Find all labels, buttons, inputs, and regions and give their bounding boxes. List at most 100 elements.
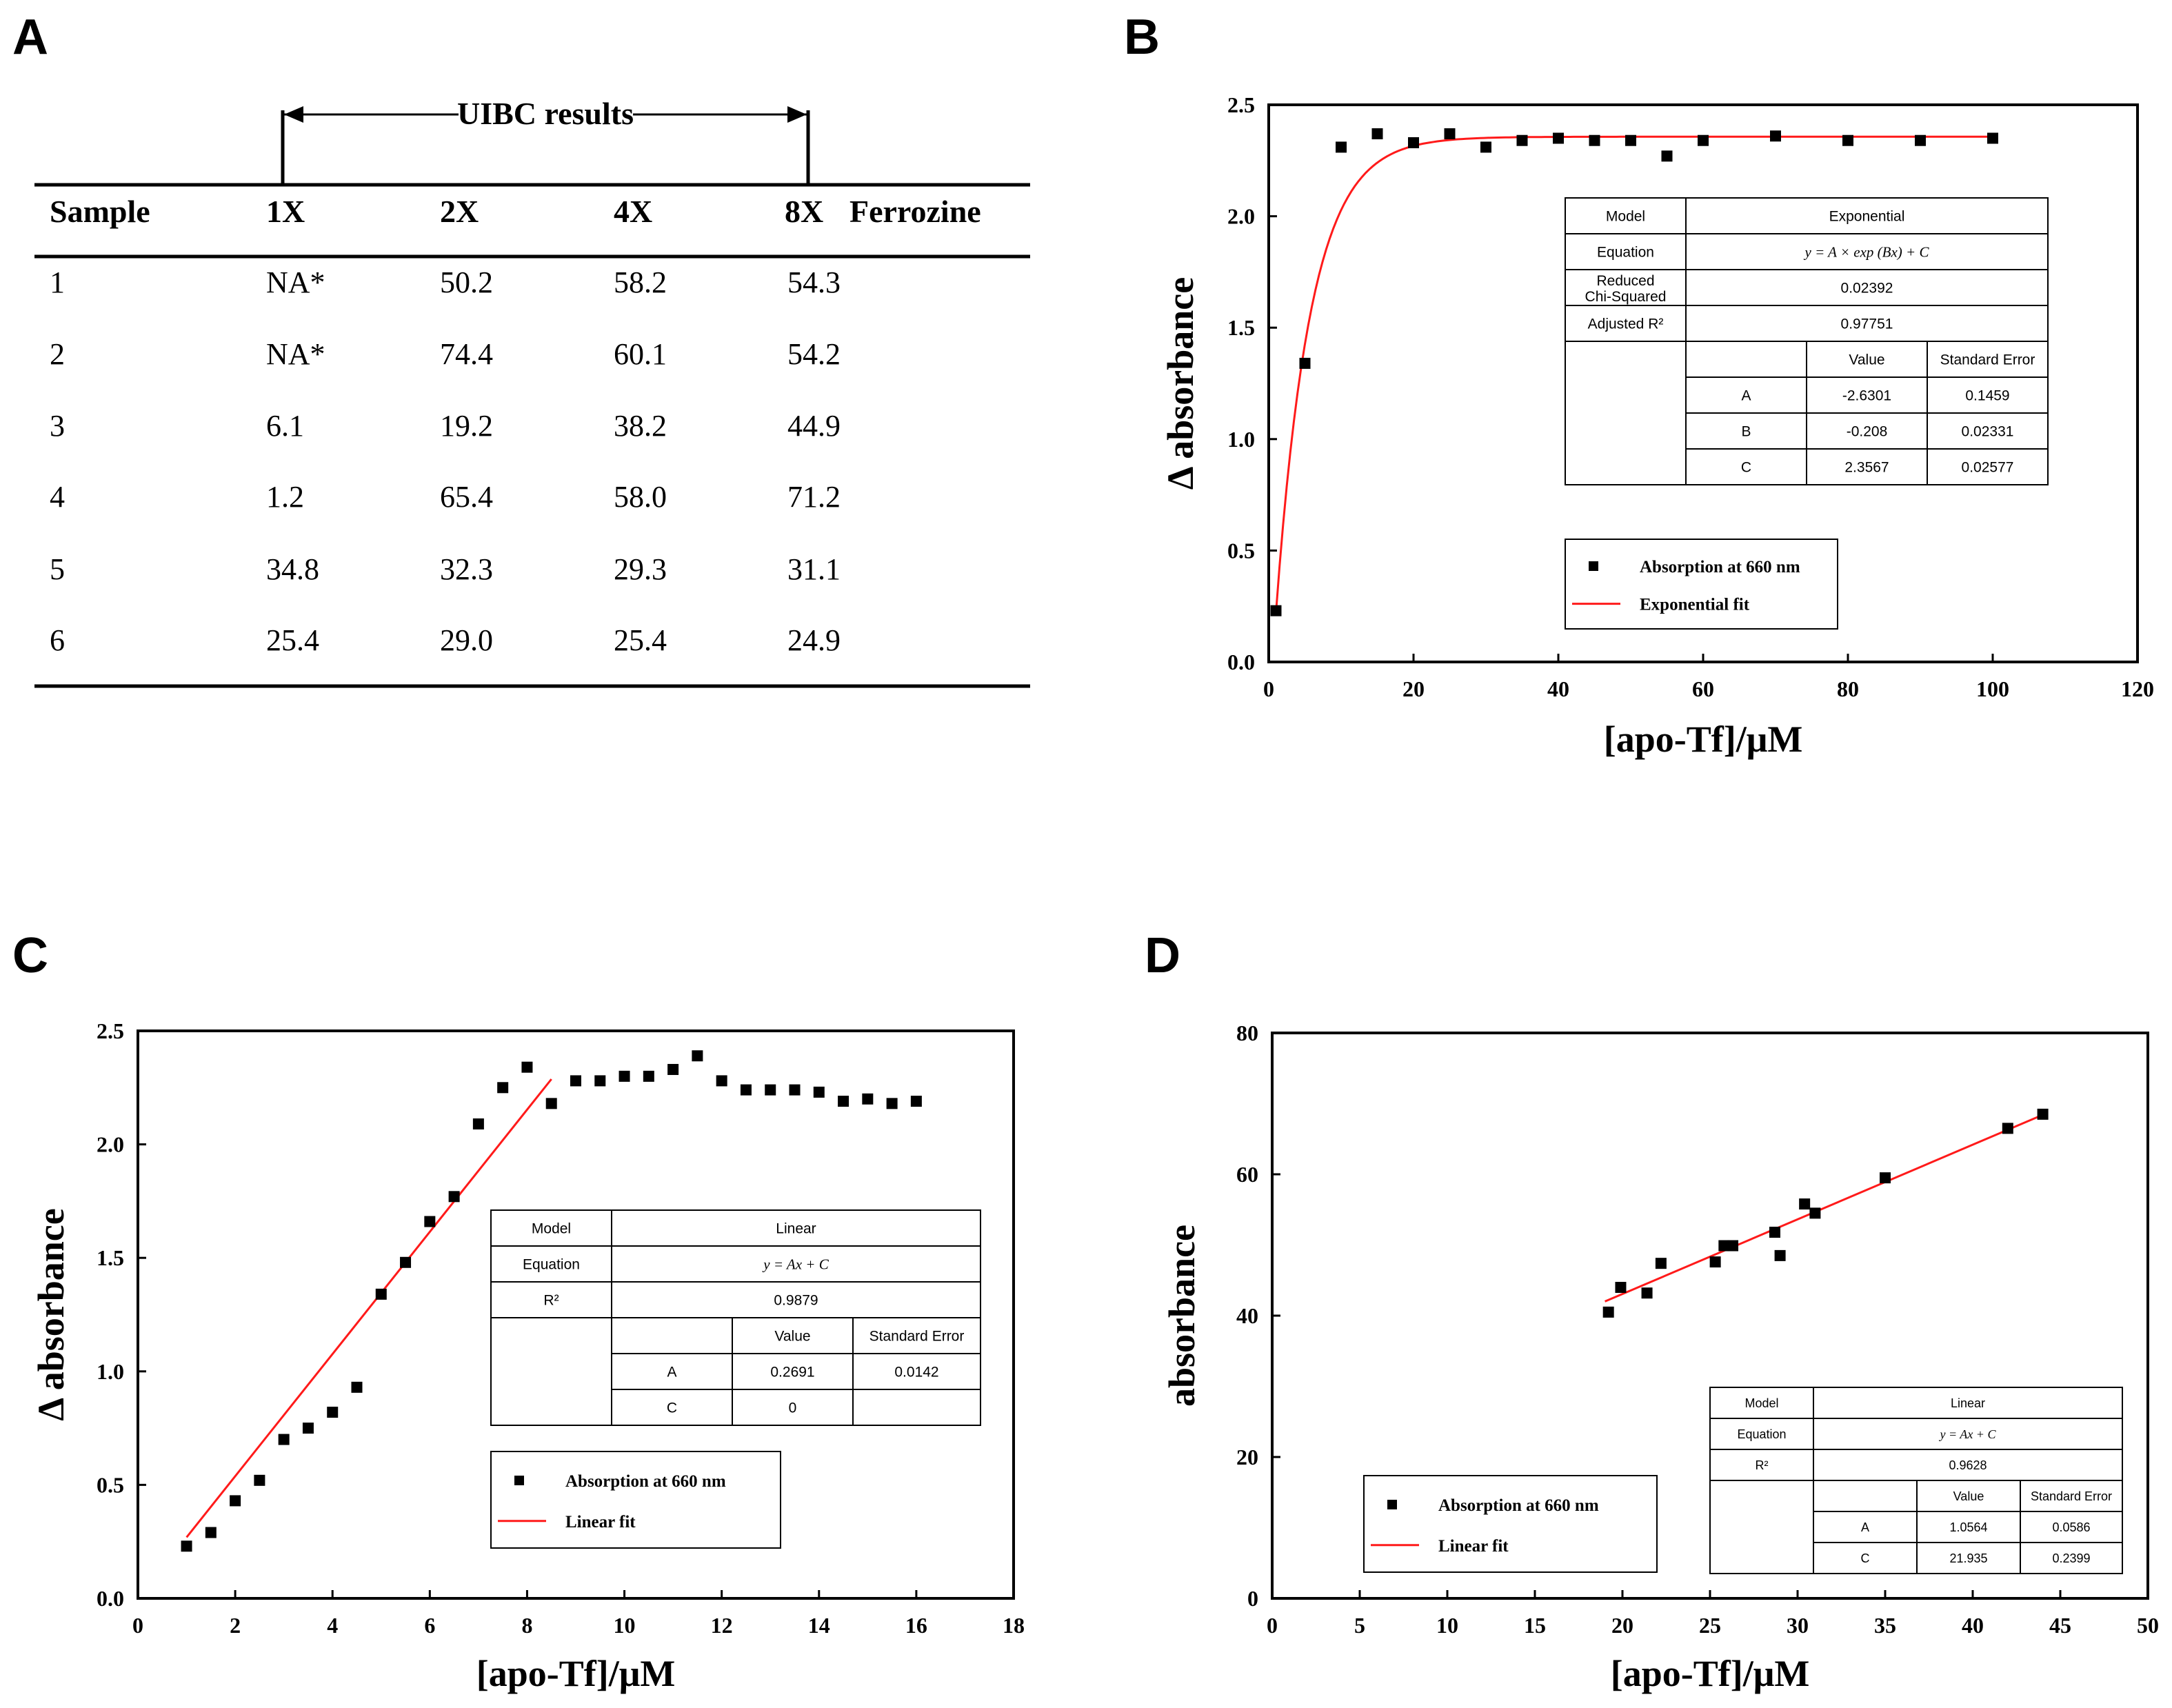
legend-label-scatter: Absorption at 660 nm: [1640, 558, 1800, 576]
stats-param-error: 0.1459: [1965, 388, 2009, 403]
table-cell: 3: [50, 409, 65, 443]
stats-label: Model: [1744, 1396, 1778, 1410]
table-header-sample: Sample: [50, 194, 150, 229]
table-cell: 38.2: [614, 409, 667, 443]
stats-param-name: A: [667, 1364, 676, 1380]
legend: Absorption at 660 nm Linear fit: [490, 1451, 781, 1549]
data-point: [813, 1086, 825, 1098]
x-tick-label: 120: [2121, 676, 2154, 701]
data-point: [2037, 1108, 2049, 1120]
data-point: [1444, 128, 1456, 140]
stats-param-value: 1.0564: [1949, 1520, 1987, 1534]
table-row: 1 NA* 50.2 58.2 54.3: [50, 265, 841, 299]
stats-value: 0.02392: [1841, 280, 1893, 296]
table-cell: 50.2: [440, 265, 493, 299]
stats-value: y = Ax + C: [762, 1256, 829, 1272]
data-point: [838, 1096, 849, 1107]
data-point: [1709, 1256, 1721, 1268]
uibc-arrowhead-left: [284, 106, 303, 123]
table-cell: 31.1: [787, 552, 841, 586]
stats-value: 0.9628: [1949, 1458, 1987, 1472]
table-cell: 29.3: [614, 552, 667, 586]
data-point: [1842, 134, 1853, 146]
data-point: [862, 1093, 874, 1105]
data-point: [1809, 1207, 1821, 1219]
table-cell: 4: [50, 480, 65, 514]
data-point: [2002, 1123, 2013, 1134]
stats-param-header: Value: [1849, 352, 1884, 368]
x-tick-label: 14: [808, 1613, 830, 1638]
stats-label: Equation: [523, 1256, 580, 1272]
stats-param-header: Value: [774, 1328, 810, 1344]
stats-param-header: Value: [1953, 1489, 1984, 1503]
stats-param-value: -2.6301: [1842, 388, 1891, 403]
legend-marker-square: [1589, 561, 1598, 571]
legend-box: [490, 1451, 781, 1549]
data-point: [1553, 132, 1564, 144]
data-point: [1655, 1258, 1667, 1269]
legend-label-scatter: Absorption at 660 nm: [565, 1472, 726, 1491]
legend-marker-square: [1387, 1500, 1397, 1509]
x-axis-label: [apo-Tf]/μM: [1611, 1653, 1810, 1694]
stats-label: Equation: [1737, 1427, 1786, 1441]
data-point: [1718, 1240, 1730, 1252]
stats-label: Adjusted R²: [1588, 316, 1664, 332]
data-point: [497, 1082, 509, 1094]
data-point: [302, 1423, 314, 1434]
data-point: [1770, 130, 1781, 142]
stats-value: Linear: [1951, 1396, 1985, 1410]
y-tick-label: 1.0: [1227, 427, 1255, 452]
stats-param-name: C: [1861, 1551, 1870, 1565]
data-point: [667, 1063, 679, 1075]
stats-label: R²: [1756, 1458, 1769, 1472]
table-cell: 6: [50, 623, 65, 657]
stats-param-name: A: [1741, 388, 1751, 403]
panel-c-letter: C: [12, 928, 48, 983]
table-row: 4 1.2 65.4 58.0 71.2: [50, 480, 841, 514]
table-cell: NA*: [266, 265, 325, 299]
data-point: [1270, 605, 1282, 616]
x-axis-label: [apo-Tf]/μM: [1604, 719, 1803, 760]
stats-param-header: Standard Error: [1940, 352, 2035, 368]
stats-param-error: 0.0142: [894, 1364, 938, 1380]
panel-b-letter: B: [1124, 10, 1160, 65]
data-point: [351, 1381, 363, 1393]
x-tick-label: 40: [1547, 676, 1569, 701]
y-tick-label: 60: [1236, 1162, 1258, 1187]
x-axis-label: [apo-Tf]/μM: [476, 1653, 676, 1694]
stats-param-error: 0.02577: [1962, 459, 2014, 475]
stats-param-error: 0.02331: [1962, 423, 2014, 439]
y-tick-label: 2.5: [97, 1018, 124, 1043]
data-point: [1774, 1249, 1786, 1261]
y-tick-label: 0.5: [1227, 538, 1255, 563]
x-tick-label: 0: [1267, 1613, 1278, 1638]
x-tick-label: 20: [1402, 676, 1425, 701]
x-tick-label: 5: [1354, 1613, 1365, 1638]
table-cell: 58.0: [614, 480, 667, 514]
x-tick-label: 16: [905, 1613, 927, 1638]
data-point: [545, 1098, 557, 1109]
x-tick-label: 30: [1787, 1613, 1809, 1638]
table-cell: 25.4: [614, 623, 667, 657]
x-tick-label: 15: [1524, 1613, 1546, 1638]
y-axis-label: Δ absorbance: [1160, 277, 1201, 490]
stats-table: Model Exponential Equation y = A × exp (Bx)…: [1565, 197, 2049, 485]
table-cell: 6.1: [266, 409, 304, 443]
data-point: [716, 1075, 727, 1087]
stats-param-header: Standard Error: [869, 1328, 965, 1344]
stats-param-value: 0: [789, 1400, 797, 1416]
data-point: [1371, 128, 1383, 140]
data-point: [692, 1050, 703, 1062]
stats-param-name: B: [1741, 423, 1751, 439]
data-point: [1408, 137, 1419, 148]
stats-param-name: C: [1741, 459, 1751, 475]
x-tick-label: 45: [2049, 1613, 2071, 1638]
legend-label-fit: Linear fit: [1438, 1537, 1509, 1556]
stats-param-error: 0.2399: [2052, 1551, 2090, 1565]
y-tick-label: 20: [1236, 1445, 1258, 1469]
data-point: [1987, 132, 1998, 144]
data-point: [400, 1256, 412, 1268]
data-point: [1336, 141, 1347, 153]
legend-label-fit: Linear fit: [565, 1513, 636, 1531]
stats-param-value: 2.3567: [1844, 459, 1889, 475]
